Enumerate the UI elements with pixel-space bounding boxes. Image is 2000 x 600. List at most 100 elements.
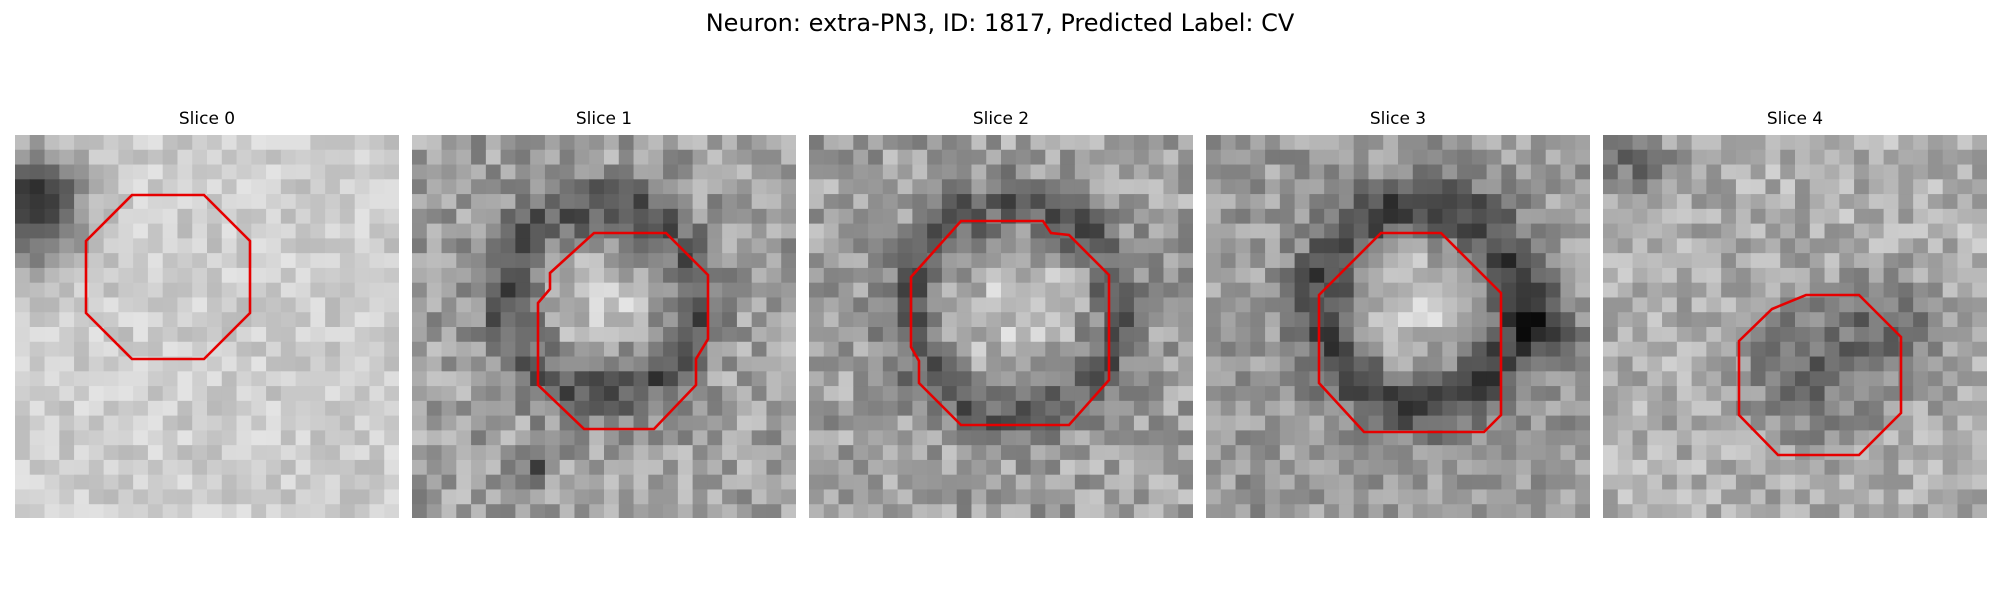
pixel-cell — [574, 149, 590, 166]
pixel-cell — [1721, 135, 1737, 151]
pixel-cell — [1516, 415, 1532, 431]
pixel-cell — [574, 135, 590, 151]
pixel-cell — [618, 135, 635, 151]
pixel-cell — [1206, 312, 1222, 328]
pixel-cell — [1457, 135, 1473, 151]
pixel-cell — [1457, 386, 1473, 402]
pixel-cell — [1163, 371, 1179, 387]
pixel-cell — [838, 371, 854, 387]
pixel-cell — [1486, 164, 1502, 180]
pixel-cell — [1119, 445, 1135, 461]
pixel-cell — [530, 149, 546, 166]
pixel-cell — [310, 267, 326, 284]
pixel-cell — [1045, 149, 1061, 166]
pixel-cell — [1721, 430, 1737, 446]
pixel-cell — [1324, 179, 1340, 195]
pixel-cell — [162, 253, 179, 269]
pixel-cell — [1412, 238, 1429, 254]
pixel-cell — [1030, 282, 1046, 299]
pixel-cell — [1868, 253, 1885, 269]
pixel-cell — [766, 238, 782, 254]
pixel-cell — [1235, 223, 1251, 239]
pixel-cell — [295, 430, 311, 446]
pixel-cell — [1913, 430, 1929, 446]
pixel-cell — [559, 312, 576, 328]
pixel-cell — [707, 253, 723, 269]
pixel-cell — [1104, 253, 1120, 269]
pixel-cell — [118, 327, 134, 343]
pixel-cell — [1750, 267, 1767, 284]
pixel-cell — [722, 253, 738, 269]
pixel-cell — [1765, 386, 1781, 402]
pixel-cell — [1560, 164, 1576, 180]
pixel-cell — [1927, 445, 1944, 461]
pixel-cell — [941, 238, 958, 254]
pixel-cell — [1575, 179, 1590, 195]
pixel-cell — [941, 415, 958, 431]
pixel-cell — [1809, 267, 1826, 284]
pixel-cell — [1398, 327, 1414, 343]
pixel-cell — [1530, 179, 1547, 195]
pixel-cell — [707, 194, 723, 210]
pixel-cell — [1250, 194, 1266, 210]
pixel-cell — [1471, 194, 1488, 210]
pixel-cell — [1854, 430, 1870, 446]
pixel-cell — [426, 297, 443, 313]
pixel-cell — [1662, 341, 1678, 358]
pixel-cell — [1089, 356, 1105, 372]
pixel-cell — [59, 238, 75, 254]
pixel-cell — [722, 386, 738, 402]
pixel-cell — [1148, 504, 1165, 518]
pixel-cell — [1706, 445, 1722, 461]
pixel-cell — [221, 297, 238, 313]
pixel-cell — [956, 341, 973, 358]
pixel-cell — [44, 400, 60, 417]
pixel-cell — [1942, 135, 1959, 151]
pixel-cell — [1516, 312, 1532, 328]
pixel-cell — [618, 356, 635, 372]
pixel-cell — [1471, 504, 1488, 518]
pixel-cell — [1279, 504, 1296, 518]
pixel-cell — [1324, 238, 1340, 254]
pixel-cell — [1721, 208, 1737, 225]
pixel-cell — [1119, 164, 1135, 180]
pixel-cell — [1133, 253, 1150, 269]
pixel-cell — [1045, 194, 1061, 210]
pixel-cell — [1398, 430, 1414, 446]
pixel-cell — [574, 400, 590, 417]
pixel-cell — [74, 459, 90, 476]
pixel-cell — [1972, 371, 1987, 387]
pixel-cell — [456, 386, 472, 402]
pixel-cell — [1530, 341, 1547, 358]
pixel-cell — [1603, 504, 1619, 518]
pixel-cell — [897, 223, 913, 239]
pixel-cell — [927, 194, 943, 210]
pixel-cell — [927, 312, 943, 328]
pixel-cell — [339, 386, 356, 402]
pixel-cell — [1442, 474, 1458, 491]
pixel-cell — [663, 474, 679, 491]
pixel-cell — [251, 297, 267, 313]
pixel-cell — [1868, 135, 1885, 151]
pixel-cell — [1398, 474, 1414, 491]
pixel-cell — [280, 149, 297, 166]
pixel-cell — [280, 208, 297, 225]
pixel-cell — [823, 238, 840, 254]
pixel-cell — [412, 489, 428, 505]
pixel-cell — [88, 312, 105, 328]
pixel-cell — [192, 208, 208, 225]
pixel-cell — [941, 253, 958, 269]
pixel-cell — [1662, 400, 1678, 417]
pixel-cell — [162, 267, 179, 284]
pixel-cell — [751, 179, 768, 195]
pixel-cell — [677, 312, 694, 328]
pixel-cell — [221, 164, 238, 180]
pixel-cell — [441, 504, 457, 518]
pixel-cell — [1575, 415, 1590, 431]
pixel-cell — [500, 327, 516, 343]
pixel-cell — [1839, 238, 1855, 254]
pixel-cell — [1133, 267, 1150, 284]
pixel-cell — [1913, 135, 1929, 151]
pixel-cell — [1868, 223, 1885, 239]
pixel-cell — [853, 504, 869, 518]
